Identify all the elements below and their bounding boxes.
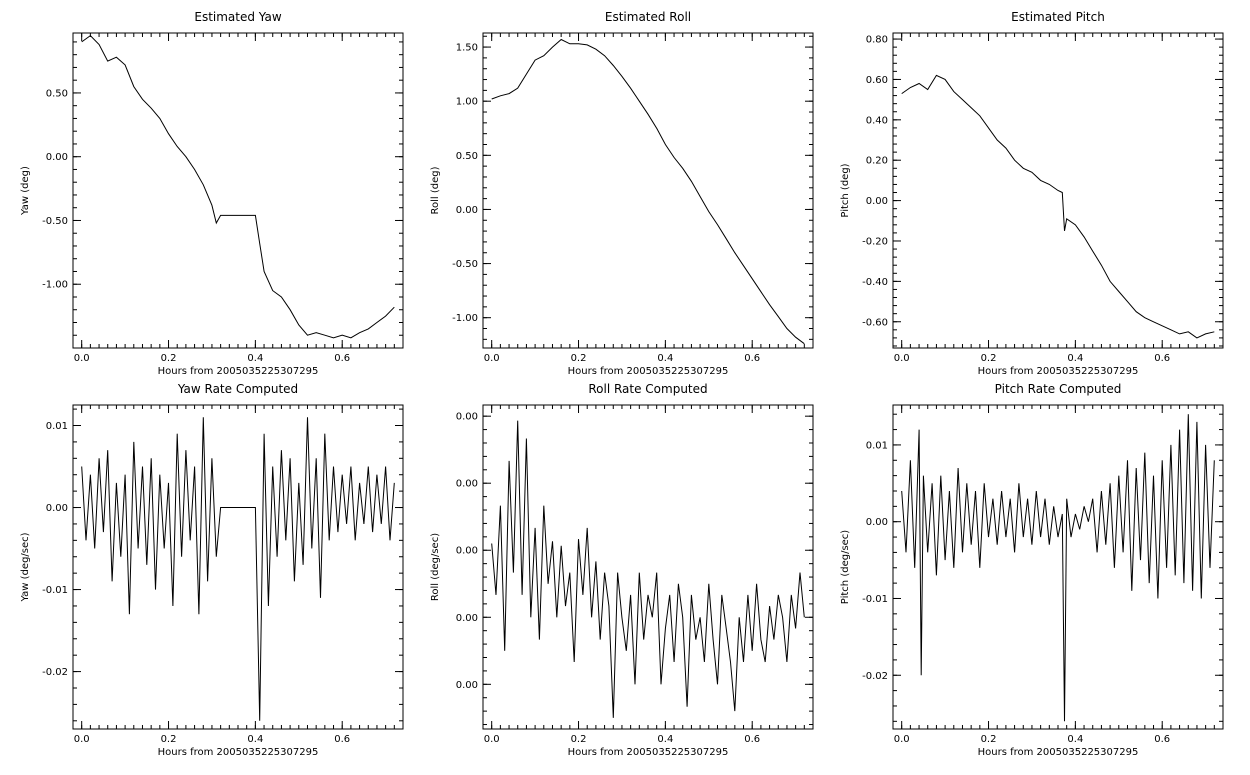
chart-title: Roll Rate Computed bbox=[588, 382, 707, 396]
y-axis-label: Roll (deg) bbox=[430, 166, 441, 214]
x-tick-label: 0.2 bbox=[161, 734, 177, 745]
chart-title: Pitch Rate Computed bbox=[995, 382, 1122, 396]
y-tick-label: 0.00 bbox=[866, 517, 888, 528]
x-tick-label: 0.0 bbox=[74, 734, 90, 745]
y-tick-label: -0.50 bbox=[42, 216, 68, 227]
y-tick-label: 0.80 bbox=[866, 35, 888, 46]
chart-title: Estimated Yaw bbox=[194, 10, 281, 24]
x-tick-label: 0.0 bbox=[74, 353, 90, 364]
x-tick-label: 0.2 bbox=[981, 734, 997, 745]
y-tick-label: 0.50 bbox=[46, 88, 68, 99]
x-tick-label: 0.0 bbox=[484, 734, 500, 745]
y-tick-label: -1.00 bbox=[452, 313, 478, 324]
chart-title: Estimated Pitch bbox=[1011, 10, 1105, 24]
y-axis-label: Roll (deg/sec) bbox=[430, 533, 441, 601]
x-tick-label: 0.4 bbox=[657, 353, 673, 364]
y-tick-label: 0.00 bbox=[456, 680, 478, 691]
y-tick-label: -0.01 bbox=[42, 585, 68, 596]
plot-frame bbox=[892, 404, 1224, 730]
series-line bbox=[491, 420, 805, 718]
y-tick-label: 0.00 bbox=[456, 205, 478, 216]
y-tick-label: 1.50 bbox=[456, 43, 478, 54]
series-line bbox=[491, 38, 805, 345]
x-tick-label: 0.6 bbox=[334, 353, 350, 364]
series-line bbox=[81, 34, 395, 339]
plot-frame bbox=[72, 404, 404, 730]
y-tick-label: 0.40 bbox=[866, 115, 888, 126]
y-tick-label: 0.00 bbox=[456, 479, 478, 490]
y-tick-label: -1.00 bbox=[42, 280, 68, 291]
y-tick-label: -0.20 bbox=[862, 236, 888, 247]
x-tick-label: 0.0 bbox=[484, 353, 500, 364]
y-tick-label: 0.00 bbox=[46, 503, 68, 514]
panel-6: Pitch Rate Computed Hours from 2005035225… bbox=[840, 382, 1224, 758]
x-tick-label: 0.6 bbox=[1154, 353, 1170, 364]
y-tick-label: 1.00 bbox=[456, 97, 478, 108]
x-tick-label: 0.6 bbox=[744, 734, 760, 745]
chart-title: Estimated Roll bbox=[605, 10, 691, 24]
x-axis-label: Hours from 2005035225307295 bbox=[158, 747, 319, 758]
y-tick-label: -0.02 bbox=[862, 671, 888, 682]
y-tick-label: -0.50 bbox=[452, 259, 478, 270]
x-axis-label: Hours from 2005035225307295 bbox=[158, 366, 319, 377]
x-tick-label: 0.2 bbox=[981, 353, 997, 364]
panel-3: Estimated Pitch Hours from 20050352253072… bbox=[840, 10, 1224, 377]
plot-frame bbox=[482, 32, 814, 349]
y-tick-label: 0.00 bbox=[866, 196, 888, 207]
x-tick-label: 0.4 bbox=[1067, 353, 1083, 364]
plot-frame bbox=[482, 404, 814, 730]
x-axis-label: Hours from 2005035225307295 bbox=[978, 747, 1139, 758]
x-axis-label: Hours from 2005035225307295 bbox=[568, 747, 729, 758]
y-tick-label: -0.02 bbox=[42, 667, 68, 678]
y-tick-label: 0.00 bbox=[456, 546, 478, 557]
panel-1: Estimated Yaw Hours from 2005035225307295… bbox=[20, 10, 404, 377]
x-tick-label: 0.2 bbox=[571, 734, 587, 745]
x-tick-label: 0.6 bbox=[334, 734, 350, 745]
x-axis-label: Hours from 2005035225307295 bbox=[568, 366, 729, 377]
x-tick-label: 0.6 bbox=[1154, 734, 1170, 745]
y-tick-label: 0.01 bbox=[866, 440, 888, 451]
x-tick-label: 0.4 bbox=[657, 734, 673, 745]
y-tick-label: 0.00 bbox=[46, 152, 68, 163]
x-tick-label: 0.4 bbox=[247, 353, 263, 364]
y-axis-label: Pitch (deg/sec) bbox=[840, 530, 851, 605]
x-tick-label: 0.2 bbox=[161, 353, 177, 364]
x-tick-label: 0.0 bbox=[894, 353, 910, 364]
y-axis-label: Yaw (deg) bbox=[20, 166, 31, 216]
y-tick-label: -0.01 bbox=[862, 594, 888, 605]
x-tick-label: 0.6 bbox=[744, 353, 760, 364]
chart-title: Yaw Rate Computed bbox=[177, 382, 298, 396]
series-line bbox=[901, 74, 1215, 339]
y-tick-label: -0.60 bbox=[862, 317, 888, 328]
y-tick-label: 0.01 bbox=[46, 421, 68, 432]
y-tick-label: -0.40 bbox=[862, 277, 888, 288]
panel-5: Roll Rate Computed Hours from 20050352253… bbox=[430, 382, 814, 758]
x-tick-label: 0.4 bbox=[1067, 734, 1083, 745]
x-tick-label: 0.2 bbox=[571, 353, 587, 364]
series-line bbox=[901, 414, 1215, 722]
y-tick-label: 0.60 bbox=[866, 75, 888, 86]
x-tick-label: 0.0 bbox=[894, 734, 910, 745]
series-line bbox=[81, 417, 395, 721]
x-tick-label: 0.4 bbox=[247, 734, 263, 745]
plot-frame bbox=[72, 32, 404, 349]
panel-2: Estimated Roll Hours from 200503522530729… bbox=[430, 10, 814, 377]
y-tick-label: 0.00 bbox=[456, 412, 478, 423]
y-tick-label: 0.50 bbox=[456, 151, 478, 162]
y-axis-label: Pitch (deg) bbox=[840, 163, 851, 217]
x-axis-label: Hours from 2005035225307295 bbox=[978, 366, 1139, 377]
y-tick-label: 0.20 bbox=[866, 156, 888, 167]
y-axis-label: Yaw (deg/sec) bbox=[20, 532, 31, 602]
y-tick-label: 0.00 bbox=[456, 613, 478, 624]
panel-4: Yaw Rate Computed Hours from 200503522530… bbox=[20, 382, 404, 758]
